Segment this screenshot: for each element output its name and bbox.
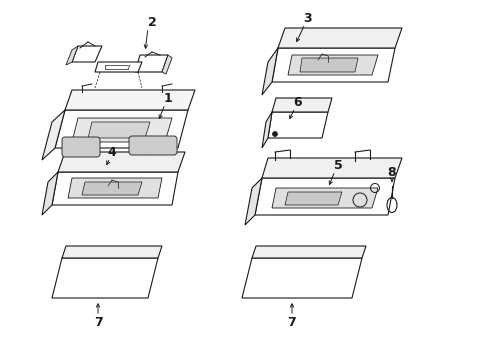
Polygon shape — [288, 55, 378, 75]
Text: 5: 5 — [334, 158, 343, 171]
Polygon shape — [262, 158, 402, 178]
Polygon shape — [95, 62, 142, 72]
Polygon shape — [262, 112, 272, 148]
Text: 3: 3 — [304, 12, 312, 24]
Polygon shape — [52, 172, 178, 205]
Polygon shape — [272, 48, 395, 82]
Circle shape — [272, 131, 277, 136]
Polygon shape — [58, 152, 185, 172]
Polygon shape — [65, 90, 195, 110]
Polygon shape — [52, 258, 158, 298]
Polygon shape — [162, 55, 172, 74]
Polygon shape — [255, 178, 395, 215]
Polygon shape — [245, 178, 262, 225]
Polygon shape — [82, 182, 142, 195]
Text: 1: 1 — [164, 91, 172, 104]
Text: 8: 8 — [388, 166, 396, 179]
Polygon shape — [278, 28, 402, 48]
Text: 6: 6 — [294, 95, 302, 108]
FancyBboxPatch shape — [129, 136, 177, 155]
Polygon shape — [62, 246, 162, 258]
Polygon shape — [135, 55, 168, 72]
Polygon shape — [42, 110, 65, 160]
Polygon shape — [272, 188, 378, 208]
Polygon shape — [285, 192, 342, 205]
Polygon shape — [55, 110, 188, 148]
Polygon shape — [42, 172, 58, 215]
Polygon shape — [242, 258, 362, 298]
Polygon shape — [88, 122, 150, 138]
Text: 7: 7 — [94, 315, 102, 328]
Polygon shape — [300, 58, 358, 72]
Text: 4: 4 — [108, 145, 117, 158]
Text: 2: 2 — [147, 15, 156, 28]
Polygon shape — [72, 46, 102, 62]
Polygon shape — [66, 46, 78, 65]
FancyBboxPatch shape — [62, 137, 100, 157]
Polygon shape — [262, 48, 278, 95]
Polygon shape — [272, 98, 332, 112]
Polygon shape — [72, 118, 172, 142]
Polygon shape — [68, 178, 162, 198]
Text: 7: 7 — [288, 315, 296, 328]
Polygon shape — [252, 246, 366, 258]
Polygon shape — [268, 112, 328, 138]
